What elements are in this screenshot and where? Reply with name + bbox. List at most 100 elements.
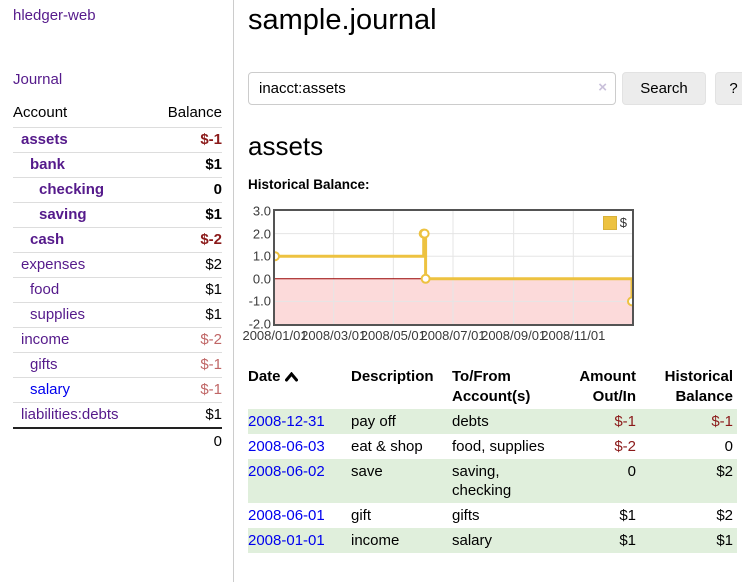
column-header-accounts[interactable]: To/From Account(s): [452, 368, 531, 405]
account-balance: $-1: [151, 377, 222, 403]
transaction-description: eat & shop: [351, 438, 423, 455]
account-link-food[interactable]: food: [30, 281, 60, 298]
transaction-balance: $-1: [711, 413, 733, 430]
account-link-cash[interactable]: cash: [30, 231, 65, 248]
account-link-salary[interactable]: salary: [30, 381, 71, 398]
account-link-gifts[interactable]: gifts: [30, 356, 58, 373]
series-swatch-icon: [602, 215, 617, 230]
series-label: $: [619, 215, 627, 230]
transaction-description: income: [351, 532, 400, 549]
account-row: food $1: [13, 277, 222, 303]
accounts-total-row: 0: [13, 427, 222, 454]
x-axis-tick-label: 2008/03/01: [301, 328, 367, 343]
y-axis-tick-label: 0.0: [252, 271, 271, 287]
transaction-amount: $-2: [614, 438, 636, 455]
transaction-accounts: debts: [452, 413, 489, 430]
account-link-income[interactable]: income: [21, 331, 70, 348]
account-balance: $1: [151, 152, 222, 178]
account-row: saving $1: [13, 202, 222, 228]
y-axis-tick-label: 3.0: [252, 203, 271, 219]
account-row: checking 0: [13, 177, 222, 203]
transaction-balance: $2: [716, 507, 733, 524]
account-link-liabilities-debts[interactable]: liabilities:debts: [21, 406, 119, 423]
account-row: bank $1: [13, 152, 222, 178]
account-balance: $1: [151, 302, 222, 328]
app-title[interactable]: hledger-web: [13, 7, 96, 24]
register-row: 2008-06-01 gift gifts $1 $2: [248, 503, 737, 528]
transaction-accounts: gifts: [452, 507, 480, 524]
transaction-description: pay off: [351, 413, 396, 430]
account-link-supplies[interactable]: supplies: [30, 306, 86, 323]
account-balance: $-1: [151, 352, 222, 378]
column-header-balance[interactable]: Historical Balance: [664, 368, 733, 405]
account-balance: $1: [151, 202, 222, 228]
transaction-accounts: food, supplies: [452, 438, 545, 455]
page-title: sample.journal: [248, 4, 437, 36]
account-row: assets $-1: [13, 127, 222, 153]
register-row: 2008-06-03 eat & shop food, supplies $-2…: [248, 434, 737, 459]
account-row: supplies $1: [13, 302, 222, 328]
account-row: gifts $-1: [13, 352, 222, 378]
column-header-description[interactable]: Description: [351, 368, 434, 385]
account-row: cash $-2: [13, 227, 222, 253]
accounts-header-account: Account: [13, 104, 68, 121]
account-balance: $-1: [151, 127, 222, 153]
register-row: 2008-12-31 pay off debts $-1 $-1: [248, 409, 737, 434]
transaction-date-link[interactable]: 2008-06-01: [248, 507, 325, 524]
chart-canvas: [275, 211, 632, 324]
search-input[interactable]: [248, 72, 616, 105]
account-balance: $-2: [151, 327, 222, 353]
search-button[interactable]: Search: [622, 72, 706, 105]
y-axis-tick-label: -1.0: [248, 293, 271, 309]
main-content: sample.journal × Search ? assets Histori…: [234, 0, 742, 582]
account-row: liabilities:debts $1: [13, 402, 222, 428]
transaction-amount: $1: [619, 507, 636, 524]
transaction-balance: 0: [724, 438, 733, 455]
account-row: income $-2: [13, 327, 222, 353]
transaction-date-link[interactable]: 2008-01-01: [248, 532, 325, 549]
historical-balance-chart: $ 3.0 2.0 1.0 0.0 -1.0 -2.0 2008/01/01 2008/03/…: [242, 198, 742, 345]
transaction-amount: 0: [627, 463, 636, 480]
account-balance: $-2: [151, 227, 222, 253]
transaction-description: gift: [351, 507, 372, 524]
x-axis-tick-label: 2008/07/01: [420, 328, 486, 343]
account-link-bank[interactable]: bank: [30, 156, 66, 173]
y-axis-tick-label: -2.0: [248, 316, 271, 332]
transaction-date-link[interactable]: 2008-06-03: [248, 438, 325, 455]
account-link-saving[interactable]: saving: [39, 206, 87, 223]
column-header-date[interactable]: Date: [248, 365, 347, 409]
chart-legend: $: [600, 214, 629, 231]
account-balance: $1: [151, 402, 222, 428]
transaction-balance: $2: [716, 463, 733, 480]
y-axis-tick-label: 1.0: [252, 248, 271, 264]
chart-plot-area: $: [273, 209, 634, 326]
column-header-amount[interactable]: Amount Out/In: [579, 368, 636, 405]
account-link-assets[interactable]: assets: [21, 131, 68, 148]
account-balance: $2: [151, 252, 222, 278]
register-row: 2008-06-02 save saving, checking 0 $2: [248, 459, 737, 503]
sidebar: hledger-web Journal Account Balance asse…: [0, 0, 234, 582]
account-heading: assets: [248, 131, 324, 161]
register-row: 2008-01-01 income salary $1 $1: [248, 528, 737, 553]
search-form: × Search ?: [248, 72, 742, 105]
accounts-table: Account Balance assets $-1 bank $1 check…: [13, 102, 222, 454]
help-button[interactable]: ?: [715, 72, 742, 105]
account-row: expenses $2: [13, 252, 222, 278]
transaction-accounts: salary: [452, 532, 493, 549]
transaction-balance: $1: [716, 532, 733, 549]
account-balance: 0: [151, 177, 222, 203]
register-header-row: Date Description To/From Account(s) Amou…: [248, 365, 737, 409]
sidebar-item-journal[interactable]: Journal: [13, 71, 63, 88]
account-link-expenses[interactable]: expenses: [21, 256, 86, 273]
accounts-header-row: Account Balance: [13, 102, 222, 128]
account-link-checking[interactable]: checking: [39, 181, 105, 198]
register-table: Date Description To/From Account(s) Amou…: [248, 365, 737, 553]
chart-title: Historical Balance:: [248, 177, 370, 192]
account-row: salary $-1: [13, 377, 222, 403]
transaction-date-link[interactable]: 2008-12-31: [248, 413, 325, 430]
x-axis-tick-label: 2008/05/01: [360, 328, 426, 343]
transaction-date-link[interactable]: 2008-06-02: [248, 463, 325, 480]
clear-search-icon[interactable]: ×: [598, 79, 607, 96]
x-axis-tick-label: 2008/11/01: [541, 328, 606, 343]
transaction-description: save: [351, 463, 383, 480]
